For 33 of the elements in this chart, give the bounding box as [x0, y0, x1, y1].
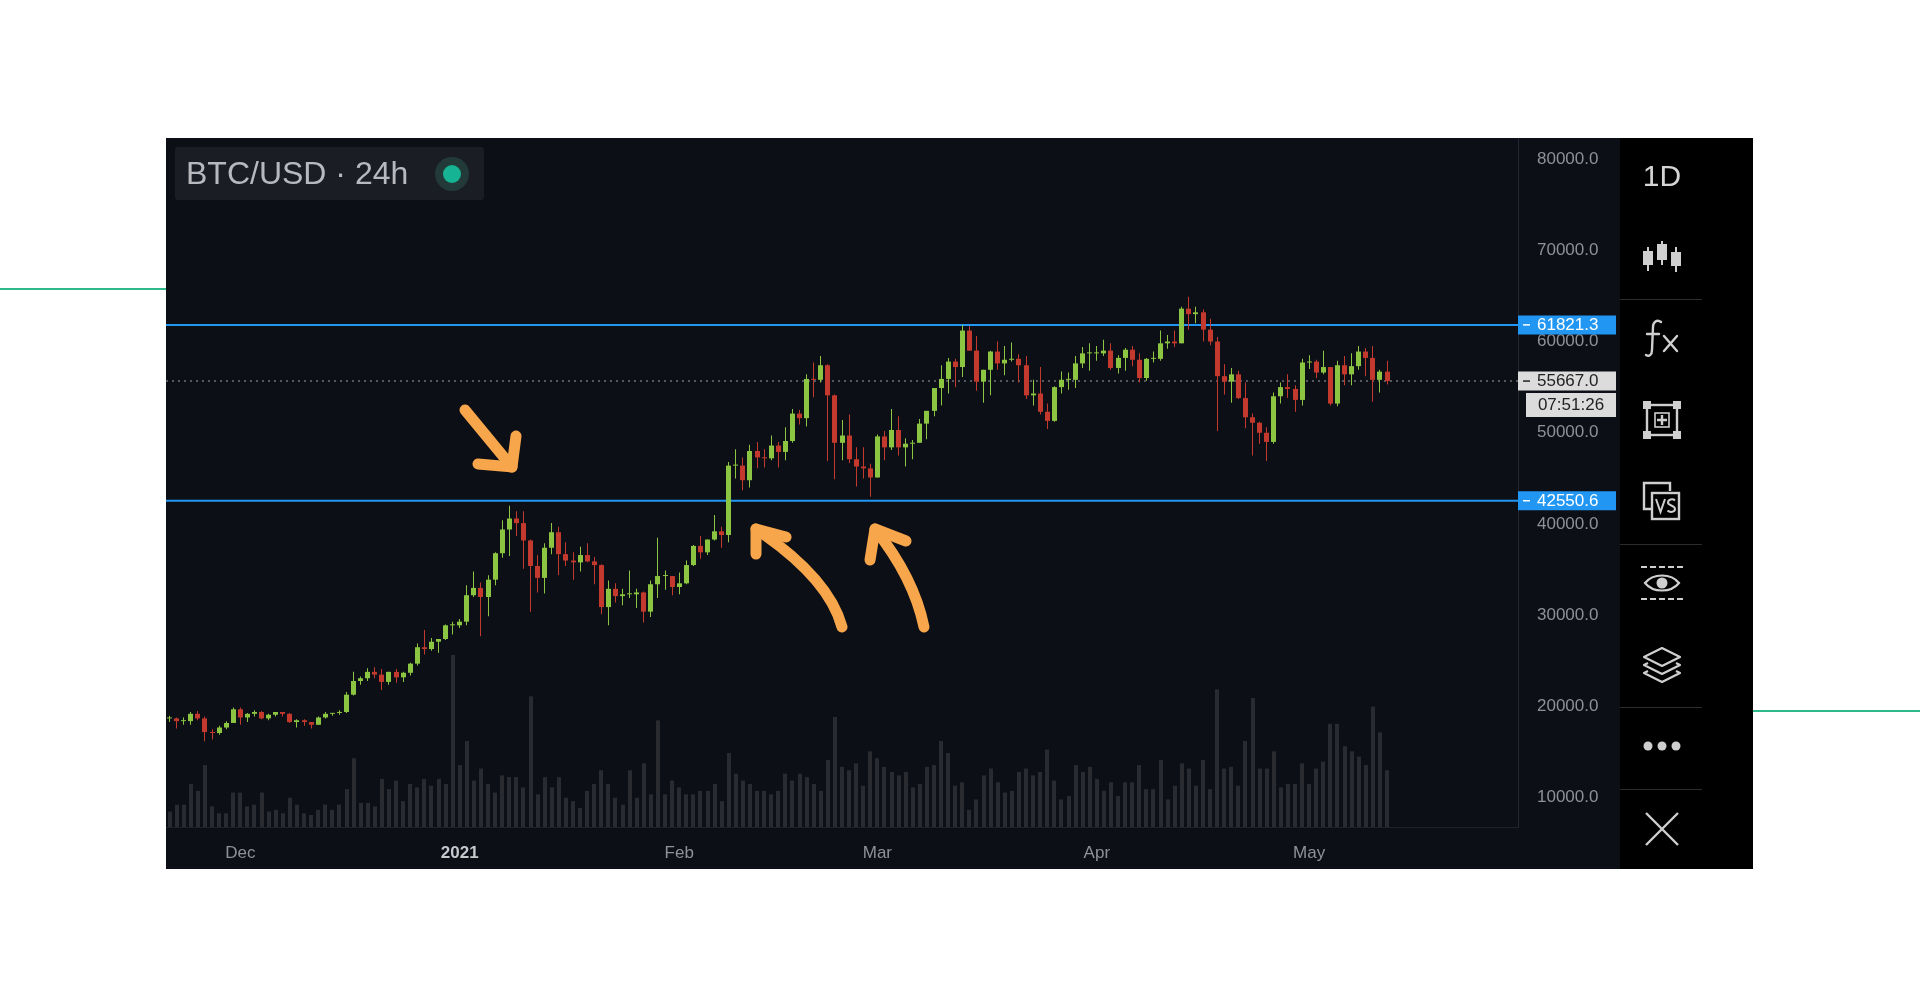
candlestick: [1285, 374, 1290, 399]
candlestick: [1307, 355, 1312, 369]
candlestick: [733, 449, 738, 479]
y-tick-label: 50000.0: [1537, 422, 1599, 442]
candlestick: [422, 629, 427, 655]
candlestick: [762, 449, 767, 468]
y-tick-label: 30000.0: [1537, 604, 1599, 624]
y-tick-label: 10000.0: [1537, 787, 1599, 807]
candlestick: [663, 570, 668, 590]
candlestick: [1087, 343, 1092, 371]
candlestick: [811, 362, 816, 398]
x-tick-label: May: [1293, 842, 1326, 862]
x-tick-label: Feb: [664, 842, 694, 862]
ref-line-label: 55667.0: [1537, 371, 1599, 391]
candlestick: [181, 717, 186, 725]
x-tick-label: Dec: [225, 842, 256, 862]
ref-line-label: 42550.6: [1537, 490, 1599, 510]
y-tick-label: 70000.0: [1537, 239, 1599, 259]
candlestick: [1094, 346, 1099, 361]
y-tick-label: 40000.0: [1537, 513, 1599, 533]
x-tick-label: 2021: [440, 842, 479, 862]
y-tick-label: 20000.0: [1537, 696, 1599, 716]
y-tick-label: 80000.0: [1537, 148, 1599, 168]
candlestick: [1009, 342, 1014, 362]
candlestick: [910, 440, 915, 460]
x-tick-label: Apr: [1083, 842, 1111, 862]
text: 07:51:26: [1537, 395, 1605, 415]
candlestick: [210, 729, 215, 740]
text: BTC/USD · 24h: [186, 155, 409, 192]
text: 1D: [1642, 159, 1682, 193]
candlestick: [1066, 372, 1071, 390]
x-tick-label: Mar: [862, 842, 893, 862]
candlestick: [627, 570, 632, 598]
